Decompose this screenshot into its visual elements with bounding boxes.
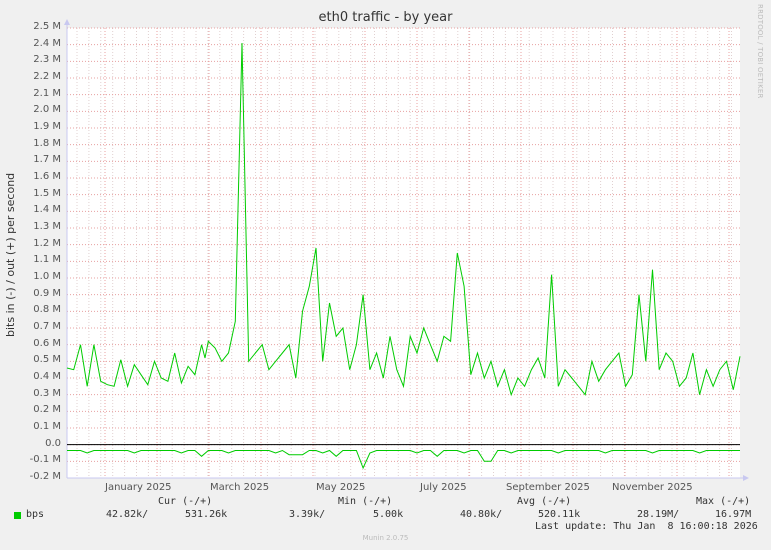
legend-max-in: 28.19M/ bbox=[637, 509, 680, 520]
legend-cur-in: 42.82k/ bbox=[106, 509, 149, 520]
y-tick-label: 2.4 M bbox=[33, 37, 61, 49]
munin-version: Munin 2.0.75 bbox=[362, 534, 409, 542]
x-tick-label: September 2025 bbox=[506, 482, 590, 493]
chart-title: eth0 traffic - by year bbox=[318, 10, 453, 25]
y-tick-label: 1.3 M bbox=[33, 221, 61, 232]
legend-header-min: Min (-/+) bbox=[338, 496, 393, 507]
legend-min-in: 3.39k/ bbox=[289, 509, 326, 520]
y-tick-label: 2.2 M bbox=[33, 71, 61, 82]
y-tick-label: 2.3 M bbox=[33, 54, 61, 66]
y-tick-label: -0.1 M bbox=[29, 454, 61, 466]
y-tick-label: 1.7 M bbox=[33, 154, 61, 166]
x-tick-label: March 2025 bbox=[210, 482, 270, 493]
y-tick-label: 1.6 M bbox=[33, 171, 61, 182]
legend-max-out: 16.97M bbox=[715, 509, 752, 520]
y-tick-label: 2.5 M bbox=[33, 21, 61, 32]
y-tick-label: 1.1 M bbox=[33, 254, 61, 266]
x-tick-label: January 2025 bbox=[105, 482, 172, 493]
y-tick-label: 0.9 M bbox=[33, 287, 61, 299]
legend-header-cur: Cur (-/+) bbox=[158, 496, 213, 507]
legend-avg-in: 40.80k/ bbox=[460, 509, 503, 520]
y-tick-label: 0.2 M bbox=[33, 404, 61, 416]
y-tick-label: 0.5 M bbox=[33, 354, 61, 366]
last-update: Last update: Thu Jan 8 16:00:18 2026 bbox=[535, 521, 758, 532]
legend-series-label: bps bbox=[26, 509, 45, 520]
x-tick-label: May 2025 bbox=[316, 482, 366, 493]
legend-avg-out: 520.11k bbox=[538, 509, 581, 520]
y-tick-label: 0.4 M bbox=[33, 371, 61, 382]
y-tick-label: 1.2 M bbox=[33, 237, 61, 249]
y-tick-label: 0.7 M bbox=[33, 321, 61, 332]
y-tick-label: 0.0 bbox=[45, 437, 61, 449]
y-tick-label: 1.0 M bbox=[33, 271, 61, 282]
y-tick-label: 2.1 M bbox=[33, 87, 61, 99]
y-tick-label: 1.5 M bbox=[33, 187, 61, 199]
legend-min-out: 5.00k bbox=[373, 509, 404, 520]
legend-cur-out: 531.26k bbox=[185, 509, 228, 520]
y-tick-label: 1.8 M bbox=[33, 137, 61, 149]
y-tick-label: 0.3 M bbox=[33, 387, 61, 399]
x-tick-label: November 2025 bbox=[612, 482, 693, 493]
y-tick-label: 0.1 M bbox=[33, 421, 61, 432]
legend-header-avg: Avg (-/+) bbox=[517, 496, 572, 507]
y-tick-label: 1.4 M bbox=[33, 204, 61, 216]
y-tick-label: 2.0 M bbox=[33, 104, 61, 116]
y-tick-label: 0.8 M bbox=[33, 304, 61, 316]
y-tick-label: 1.9 M bbox=[33, 121, 61, 132]
rrdtool-watermark: RRDTOOL / TOBI OETIKER bbox=[756, 4, 764, 99]
y-tick-label: 0.6 M bbox=[33, 337, 61, 349]
x-tick-label: July 2025 bbox=[420, 482, 467, 493]
y-tick-label: -0.2 M bbox=[29, 471, 61, 482]
legend-header-max: Max (-/+) bbox=[696, 496, 751, 507]
legend-swatch bbox=[14, 512, 21, 519]
